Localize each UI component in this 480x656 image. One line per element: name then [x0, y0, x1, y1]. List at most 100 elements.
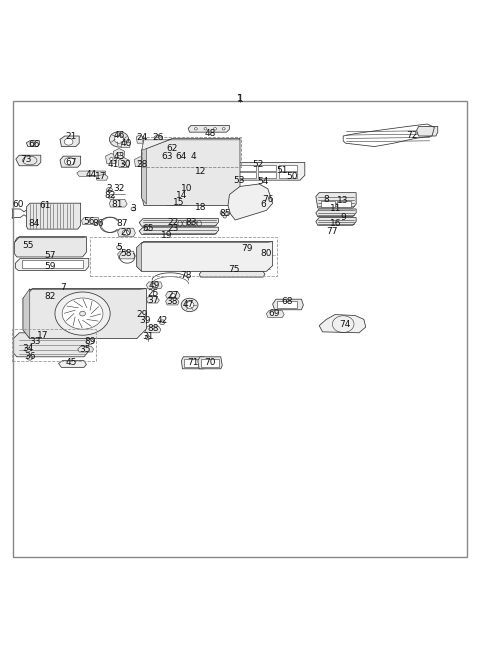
Ellipse shape [170, 293, 175, 297]
Text: 2: 2 [107, 184, 112, 194]
Text: 31: 31 [142, 332, 154, 341]
Text: 69: 69 [269, 309, 280, 318]
Text: 26: 26 [153, 133, 164, 142]
Text: 73: 73 [21, 155, 32, 165]
Ellipse shape [62, 298, 103, 329]
Polygon shape [134, 157, 146, 167]
Text: 46: 46 [113, 131, 125, 140]
Text: 21: 21 [65, 133, 77, 142]
Text: 6: 6 [260, 199, 266, 209]
Text: 27: 27 [167, 291, 179, 300]
Text: 7: 7 [60, 283, 66, 292]
Ellipse shape [64, 157, 75, 165]
Ellipse shape [25, 347, 31, 352]
Ellipse shape [143, 321, 147, 323]
Text: 41: 41 [107, 160, 119, 169]
Text: 82: 82 [45, 293, 56, 301]
Polygon shape [77, 171, 106, 176]
Polygon shape [15, 258, 89, 270]
Text: 18: 18 [195, 203, 206, 213]
Ellipse shape [138, 161, 142, 164]
Ellipse shape [180, 153, 184, 155]
Text: 78: 78 [180, 271, 192, 279]
Ellipse shape [117, 245, 121, 249]
Polygon shape [166, 194, 190, 199]
Polygon shape [23, 289, 30, 338]
Ellipse shape [151, 283, 156, 287]
Text: 1: 1 [237, 94, 243, 104]
Polygon shape [26, 203, 81, 229]
Ellipse shape [165, 150, 169, 153]
Text: 45: 45 [65, 358, 77, 367]
Text: 38: 38 [166, 297, 178, 306]
Polygon shape [166, 298, 179, 305]
Ellipse shape [222, 128, 225, 130]
Text: 83: 83 [185, 218, 197, 227]
Ellipse shape [163, 148, 171, 154]
Text: 22: 22 [167, 218, 179, 227]
Text: 4: 4 [190, 152, 196, 161]
Polygon shape [316, 193, 356, 208]
Text: 89: 89 [84, 337, 96, 346]
Polygon shape [166, 183, 190, 193]
Text: 30: 30 [119, 160, 131, 169]
Polygon shape [273, 299, 303, 310]
Ellipse shape [64, 138, 73, 145]
Polygon shape [228, 184, 273, 220]
Text: 88: 88 [147, 325, 158, 333]
Ellipse shape [122, 230, 130, 236]
Text: 19: 19 [161, 232, 173, 240]
Polygon shape [109, 199, 127, 207]
Text: 24: 24 [136, 133, 147, 142]
Polygon shape [266, 311, 284, 318]
Ellipse shape [220, 211, 224, 215]
Text: 56: 56 [83, 217, 95, 226]
Text: 40: 40 [120, 138, 132, 148]
Polygon shape [142, 138, 146, 204]
Bar [201, 359, 219, 367]
Bar [277, 300, 297, 308]
Polygon shape [139, 227, 218, 234]
Bar [279, 165, 297, 171]
Text: 59: 59 [45, 262, 56, 271]
Ellipse shape [179, 151, 186, 157]
Text: 17: 17 [95, 172, 107, 181]
Text: 14: 14 [176, 192, 187, 201]
Polygon shape [142, 241, 273, 243]
Text: 85: 85 [219, 209, 230, 218]
Text: 49: 49 [149, 281, 160, 290]
Ellipse shape [145, 336, 150, 340]
Ellipse shape [55, 292, 110, 335]
Text: 58: 58 [120, 249, 132, 258]
Ellipse shape [139, 314, 144, 318]
Polygon shape [154, 134, 163, 142]
Text: 28: 28 [136, 160, 147, 169]
Polygon shape [199, 272, 265, 277]
Text: 51: 51 [276, 166, 288, 175]
Text: 67: 67 [65, 158, 77, 167]
Text: 37: 37 [147, 296, 158, 304]
Polygon shape [60, 136, 79, 146]
Text: 66: 66 [29, 140, 40, 149]
Ellipse shape [27, 356, 33, 360]
Polygon shape [137, 241, 273, 272]
Polygon shape [181, 357, 205, 369]
Text: 42: 42 [156, 316, 168, 325]
Bar [184, 359, 202, 367]
Text: 86: 86 [93, 219, 104, 228]
Polygon shape [142, 138, 240, 150]
Ellipse shape [225, 213, 228, 215]
Ellipse shape [107, 188, 112, 192]
Ellipse shape [80, 311, 85, 316]
Polygon shape [137, 243, 142, 272]
Text: 70: 70 [204, 358, 216, 367]
Bar [238, 172, 256, 178]
Ellipse shape [171, 151, 179, 157]
Text: 62: 62 [166, 144, 178, 154]
Text: 5: 5 [116, 243, 122, 252]
Polygon shape [166, 200, 190, 205]
Text: 52: 52 [252, 160, 264, 169]
Text: 75: 75 [228, 265, 240, 274]
Ellipse shape [159, 320, 165, 325]
Ellipse shape [214, 128, 216, 130]
